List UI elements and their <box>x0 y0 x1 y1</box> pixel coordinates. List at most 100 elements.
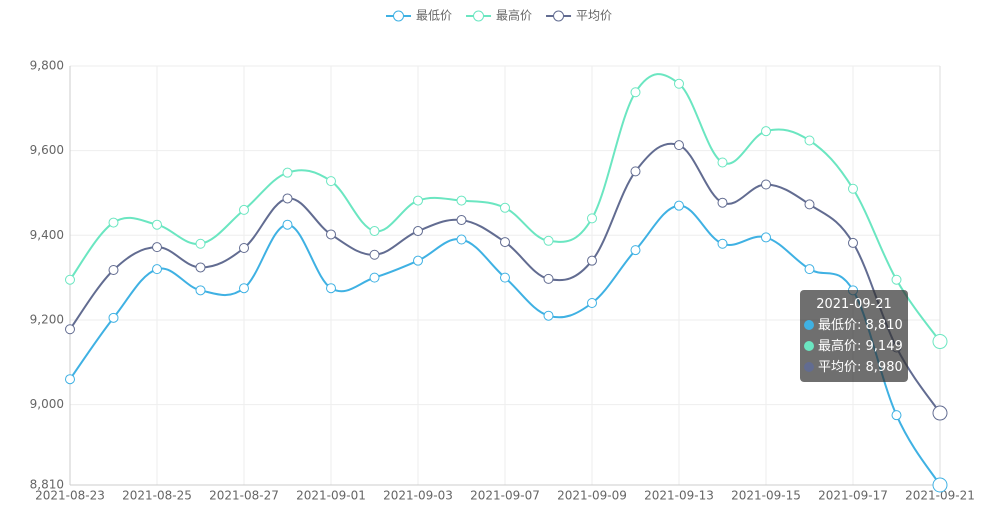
point <box>891 410 902 421</box>
point <box>717 197 728 208</box>
legend-label: 平均价 <box>576 9 612 23</box>
point <box>65 324 75 335</box>
tooltip-row: 最高价9,149 <box>800 336 908 357</box>
tooltip-dot <box>804 341 814 351</box>
point <box>369 249 380 260</box>
point <box>500 237 510 248</box>
legend-label: 最低价 <box>416 9 452 23</box>
legend-label: 最高价 <box>496 8 532 23</box>
legend-item[interactable]: 最低价 <box>386 9 452 23</box>
x-tick-label: 2021-09-09 <box>557 489 627 503</box>
point <box>369 272 380 283</box>
point <box>239 204 249 215</box>
point <box>500 272 510 283</box>
x-tick-label: 2021-09-01 <box>296 489 366 503</box>
point <box>152 242 162 253</box>
x-tick-label: 2021-09-21 <box>905 489 975 503</box>
y-tick-label: 9,400 <box>30 228 64 242</box>
point <box>413 226 423 237</box>
point <box>804 199 815 210</box>
point <box>761 179 771 190</box>
point <box>587 213 597 224</box>
tooltip-dot <box>804 362 814 372</box>
point <box>195 238 206 249</box>
point <box>932 477 948 493</box>
tooltip: 2021-09-21最低价8,810最高价9,149平均价8,980 <box>800 290 908 382</box>
y-tick-label: 9,800 <box>30 59 64 73</box>
legend-marker <box>393 10 404 22</box>
point <box>108 312 119 323</box>
point <box>456 195 467 206</box>
point <box>891 274 902 285</box>
tooltip-row: 最低价8,810 <box>800 315 908 336</box>
point <box>804 135 815 146</box>
tooltip-name: 最低价 <box>818 318 866 333</box>
point <box>239 283 249 294</box>
point <box>804 264 815 275</box>
point <box>848 183 858 194</box>
tooltip-name: 平均价 <box>818 360 866 375</box>
x-tick-label: 2021-09-03 <box>383 489 453 503</box>
point <box>108 264 119 275</box>
point <box>282 167 293 178</box>
tooltip-title: 2021-09-21 <box>816 297 892 312</box>
point <box>932 405 948 421</box>
x-tick-label: 2021-08-23 <box>35 489 105 503</box>
point <box>630 166 641 177</box>
point <box>543 310 554 321</box>
tooltip-name: 最高价 <box>818 339 866 354</box>
x-tick-label: 2021-09-15 <box>731 489 801 503</box>
point <box>717 157 728 168</box>
tooltip-value: 9,149 <box>865 339 903 354</box>
point <box>543 235 554 246</box>
point <box>108 217 119 228</box>
legend-marker <box>473 10 485 22</box>
point <box>717 238 728 249</box>
point <box>282 193 293 204</box>
point <box>456 234 467 245</box>
point <box>587 255 597 266</box>
point <box>761 232 771 243</box>
point <box>413 195 423 206</box>
point <box>65 374 75 385</box>
point <box>456 215 467 226</box>
legend-item[interactable]: 最高价 <box>466 8 532 23</box>
point <box>326 283 336 294</box>
point <box>587 298 597 309</box>
point <box>630 87 641 98</box>
point <box>282 219 293 230</box>
tooltip-dot <box>804 320 814 330</box>
point <box>630 245 641 256</box>
tooltip-row: 平均价8,980 <box>800 357 908 378</box>
point <box>326 229 336 240</box>
x-tick-label: 2021-09-17 <box>818 489 888 503</box>
point <box>848 237 858 248</box>
x-tick-label: 2021-08-25 <box>122 489 192 503</box>
point <box>500 202 510 213</box>
legend-marker <box>553 10 565 22</box>
y-tick-label: 9,200 <box>30 312 64 326</box>
point <box>369 226 380 237</box>
point <box>239 242 249 253</box>
point <box>543 273 554 284</box>
y-tick-label: 9,000 <box>30 397 64 411</box>
y-tick-label: 9,600 <box>30 143 64 157</box>
x-tick-label: 2021-09-07 <box>470 489 540 503</box>
y-tick-label: 8,810 <box>30 478 64 492</box>
point <box>195 262 206 273</box>
point <box>195 285 206 296</box>
point <box>674 200 684 211</box>
x-tick-label: 2021-08-27 <box>209 489 279 503</box>
point <box>413 255 423 266</box>
point <box>152 264 162 275</box>
point <box>674 78 684 89</box>
point <box>674 140 684 151</box>
tooltip-value: 8,980 <box>865 360 903 375</box>
point <box>65 274 75 285</box>
legend-item[interactable]: 平均价 <box>546 9 612 23</box>
legend: 最低价 最高价 平均价 <box>386 8 612 23</box>
tooltip-value: 8,810 <box>865 318 903 333</box>
point <box>152 219 162 230</box>
